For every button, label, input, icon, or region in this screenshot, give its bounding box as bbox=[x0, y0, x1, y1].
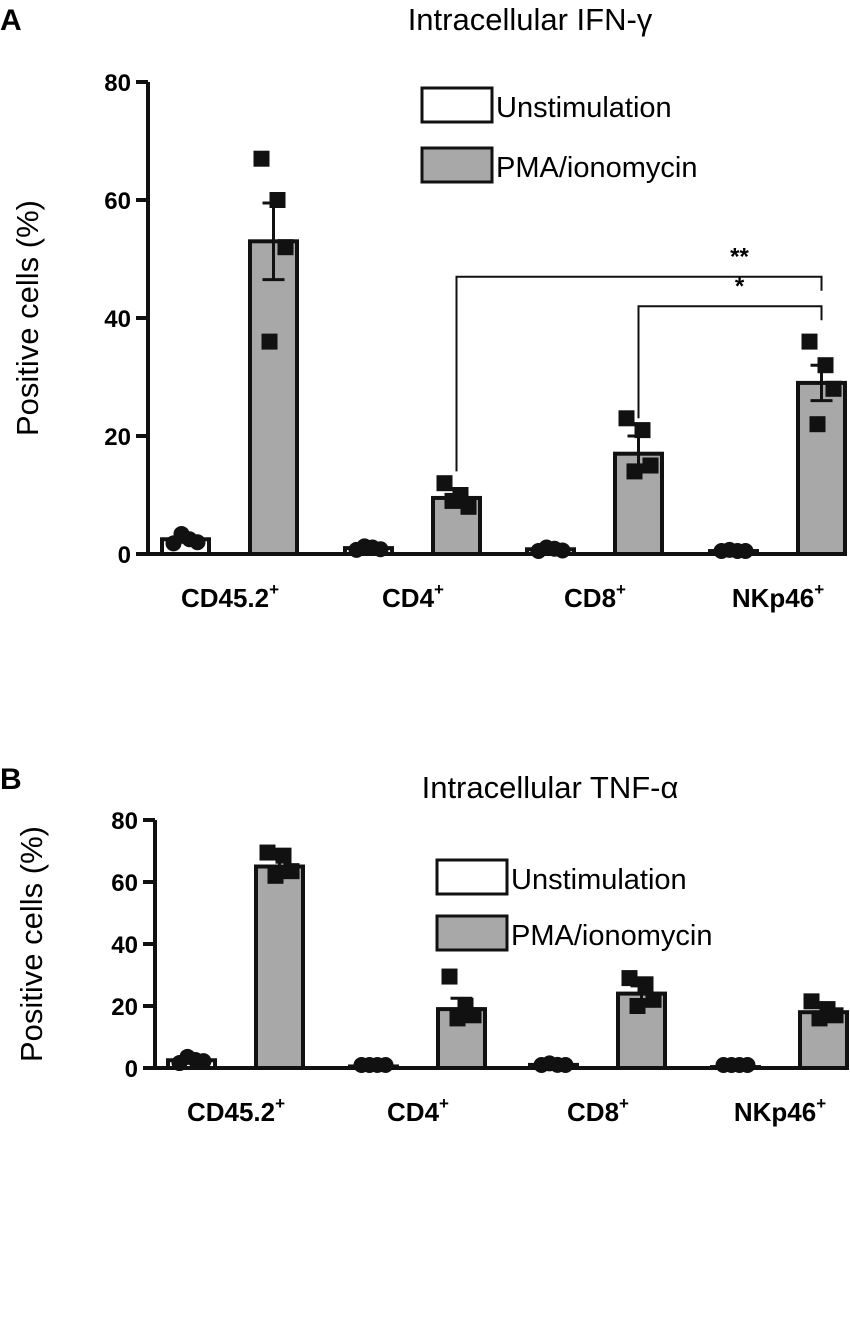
bar bbox=[254, 864, 305, 1070]
significance-bracket bbox=[637, 305, 823, 419]
data-point bbox=[449, 1010, 466, 1027]
data-point bbox=[460, 498, 477, 515]
y-tick-label: 0 bbox=[125, 1056, 138, 1083]
data-point bbox=[803, 993, 820, 1010]
data-point bbox=[817, 357, 834, 374]
data-point bbox=[825, 380, 842, 397]
data-point bbox=[538, 539, 555, 556]
x-tick-label: CD4+ bbox=[382, 580, 444, 613]
y-tick-label: 20 bbox=[104, 424, 131, 451]
x-tick-label: NKp46+ bbox=[732, 580, 824, 613]
data-point bbox=[259, 844, 276, 861]
data-point bbox=[637, 976, 654, 993]
chart-panel-a: A Intracellular IFN-γ Positive cells (%) 0 2… bbox=[0, 2, 847, 613]
data-point bbox=[809, 416, 826, 433]
legend-swatch bbox=[435, 858, 509, 896]
legend-label: Unstimulation bbox=[511, 864, 687, 896]
data-point bbox=[634, 422, 651, 439]
y-axis-label: Positive cells (%) bbox=[14, 826, 49, 1062]
significance-bracket bbox=[455, 275, 823, 472]
data-point bbox=[377, 1057, 394, 1073]
x-tick-label: CD8+ bbox=[564, 580, 626, 613]
data-point bbox=[267, 867, 284, 884]
data-point bbox=[277, 239, 294, 256]
data-point bbox=[465, 1007, 482, 1024]
legend-swatch bbox=[420, 146, 494, 184]
panel-letter: B bbox=[0, 763, 22, 796]
data-point bbox=[629, 998, 646, 1014]
y-tick-label: 20 bbox=[111, 994, 138, 1021]
legend-label: PMA/ionomycin bbox=[511, 920, 712, 952]
data-point bbox=[621, 970, 638, 987]
data-point bbox=[283, 863, 300, 880]
panel-letter: A bbox=[0, 4, 22, 37]
bar bbox=[796, 380, 847, 556]
data-point bbox=[436, 475, 453, 492]
data-point bbox=[645, 991, 662, 1008]
y-tick-label: 60 bbox=[111, 870, 138, 897]
y-tick-label: 80 bbox=[104, 70, 131, 97]
y-tick-label: 60 bbox=[104, 188, 131, 215]
data-point bbox=[541, 1055, 558, 1072]
bar bbox=[248, 239, 299, 557]
data-point bbox=[195, 1053, 212, 1070]
data-point bbox=[554, 542, 571, 559]
data-point bbox=[801, 333, 818, 350]
x-tick-label: NKp46+ bbox=[734, 1094, 826, 1127]
data-point bbox=[827, 1007, 844, 1024]
x-tick-label: CD45.2+ bbox=[181, 580, 279, 613]
y-tick-label: 40 bbox=[111, 932, 138, 959]
y-tick-label: 0 bbox=[118, 542, 131, 569]
data-point bbox=[723, 1057, 740, 1073]
data-point bbox=[275, 847, 292, 864]
chart-title: Intracellular IFN-γ bbox=[408, 2, 653, 37]
data-point bbox=[557, 1057, 574, 1073]
legend-label: PMA/ionomycin bbox=[496, 152, 697, 184]
data-point bbox=[356, 538, 373, 555]
legend-swatch bbox=[435, 914, 509, 952]
data-point bbox=[739, 1057, 756, 1073]
data-point bbox=[261, 333, 278, 350]
data-point bbox=[737, 543, 754, 559]
data-point bbox=[189, 534, 206, 551]
significance-label: * bbox=[735, 273, 745, 300]
data-point bbox=[361, 1057, 378, 1073]
data-point bbox=[179, 1048, 196, 1065]
y-axis-label: Positive cells (%) bbox=[10, 200, 45, 436]
data-point bbox=[269, 192, 286, 208]
data-point bbox=[618, 410, 635, 427]
legend-swatch bbox=[420, 86, 494, 124]
data-point bbox=[626, 463, 643, 480]
data-point bbox=[444, 492, 461, 509]
y-tick-label: 80 bbox=[111, 808, 138, 835]
chart-title: Intracellular TNF-α bbox=[422, 770, 679, 805]
x-tick-label: CD8+ bbox=[567, 1094, 629, 1127]
x-tick-label: CD4+ bbox=[387, 1094, 449, 1127]
data-point bbox=[811, 1010, 828, 1027]
data-point bbox=[721, 541, 738, 558]
data-point bbox=[173, 525, 190, 542]
legend-label: Unstimulation bbox=[496, 92, 672, 124]
data-point bbox=[253, 150, 270, 167]
data-point bbox=[642, 457, 659, 474]
chart-panel-b: B Intracellular TNF-α Positive cells (%) 0 2… bbox=[0, 763, 849, 1127]
data-point bbox=[372, 541, 389, 558]
x-tick-label: CD45.2+ bbox=[187, 1094, 285, 1127]
significance-label: ** bbox=[730, 244, 749, 271]
data-point bbox=[441, 968, 458, 985]
y-tick-label: 40 bbox=[104, 306, 131, 333]
